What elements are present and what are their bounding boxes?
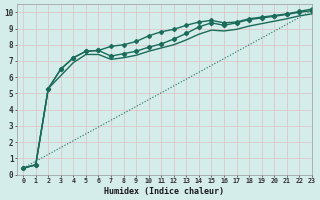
X-axis label: Humidex (Indice chaleur): Humidex (Indice chaleur)	[104, 187, 224, 196]
